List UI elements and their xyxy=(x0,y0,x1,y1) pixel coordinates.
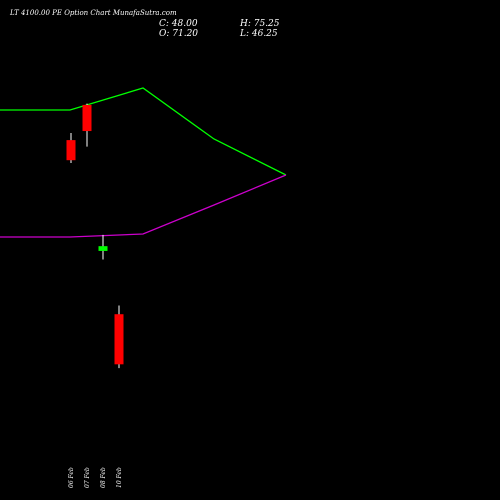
bands-layer xyxy=(0,87,287,238)
x-axis-tick-labels: 06 Feb 07 Feb 08 Feb 10 Feb xyxy=(68,467,123,488)
lower-band-line xyxy=(0,174,287,238)
candle-body xyxy=(114,314,124,365)
high-value: H: 75.25 xyxy=(240,19,280,29)
x-tick-label: 10 Feb xyxy=(116,467,123,488)
upper-band-line xyxy=(0,87,287,176)
chart-title: LT 4100.00 PE Option Chart MunafaSutra.c… xyxy=(10,9,177,17)
x-tick-label: 07 Feb xyxy=(84,467,91,488)
x-tick-label: 06 Feb xyxy=(68,467,75,488)
candles-layer xyxy=(66,103,124,369)
candle-body xyxy=(66,140,76,161)
candle-10-feb xyxy=(114,305,124,369)
candle-body xyxy=(82,104,92,132)
low-value: L: 46.25 xyxy=(240,29,278,39)
candle-06-feb xyxy=(66,132,76,164)
x-tick-label: 08 Feb xyxy=(100,467,107,488)
open-value: O: 71.20 xyxy=(159,29,199,39)
close-value: C: 48.00 xyxy=(159,19,198,29)
candle-08-feb xyxy=(98,234,108,260)
candle-07-feb xyxy=(82,103,92,147)
candle-body xyxy=(98,246,108,251)
